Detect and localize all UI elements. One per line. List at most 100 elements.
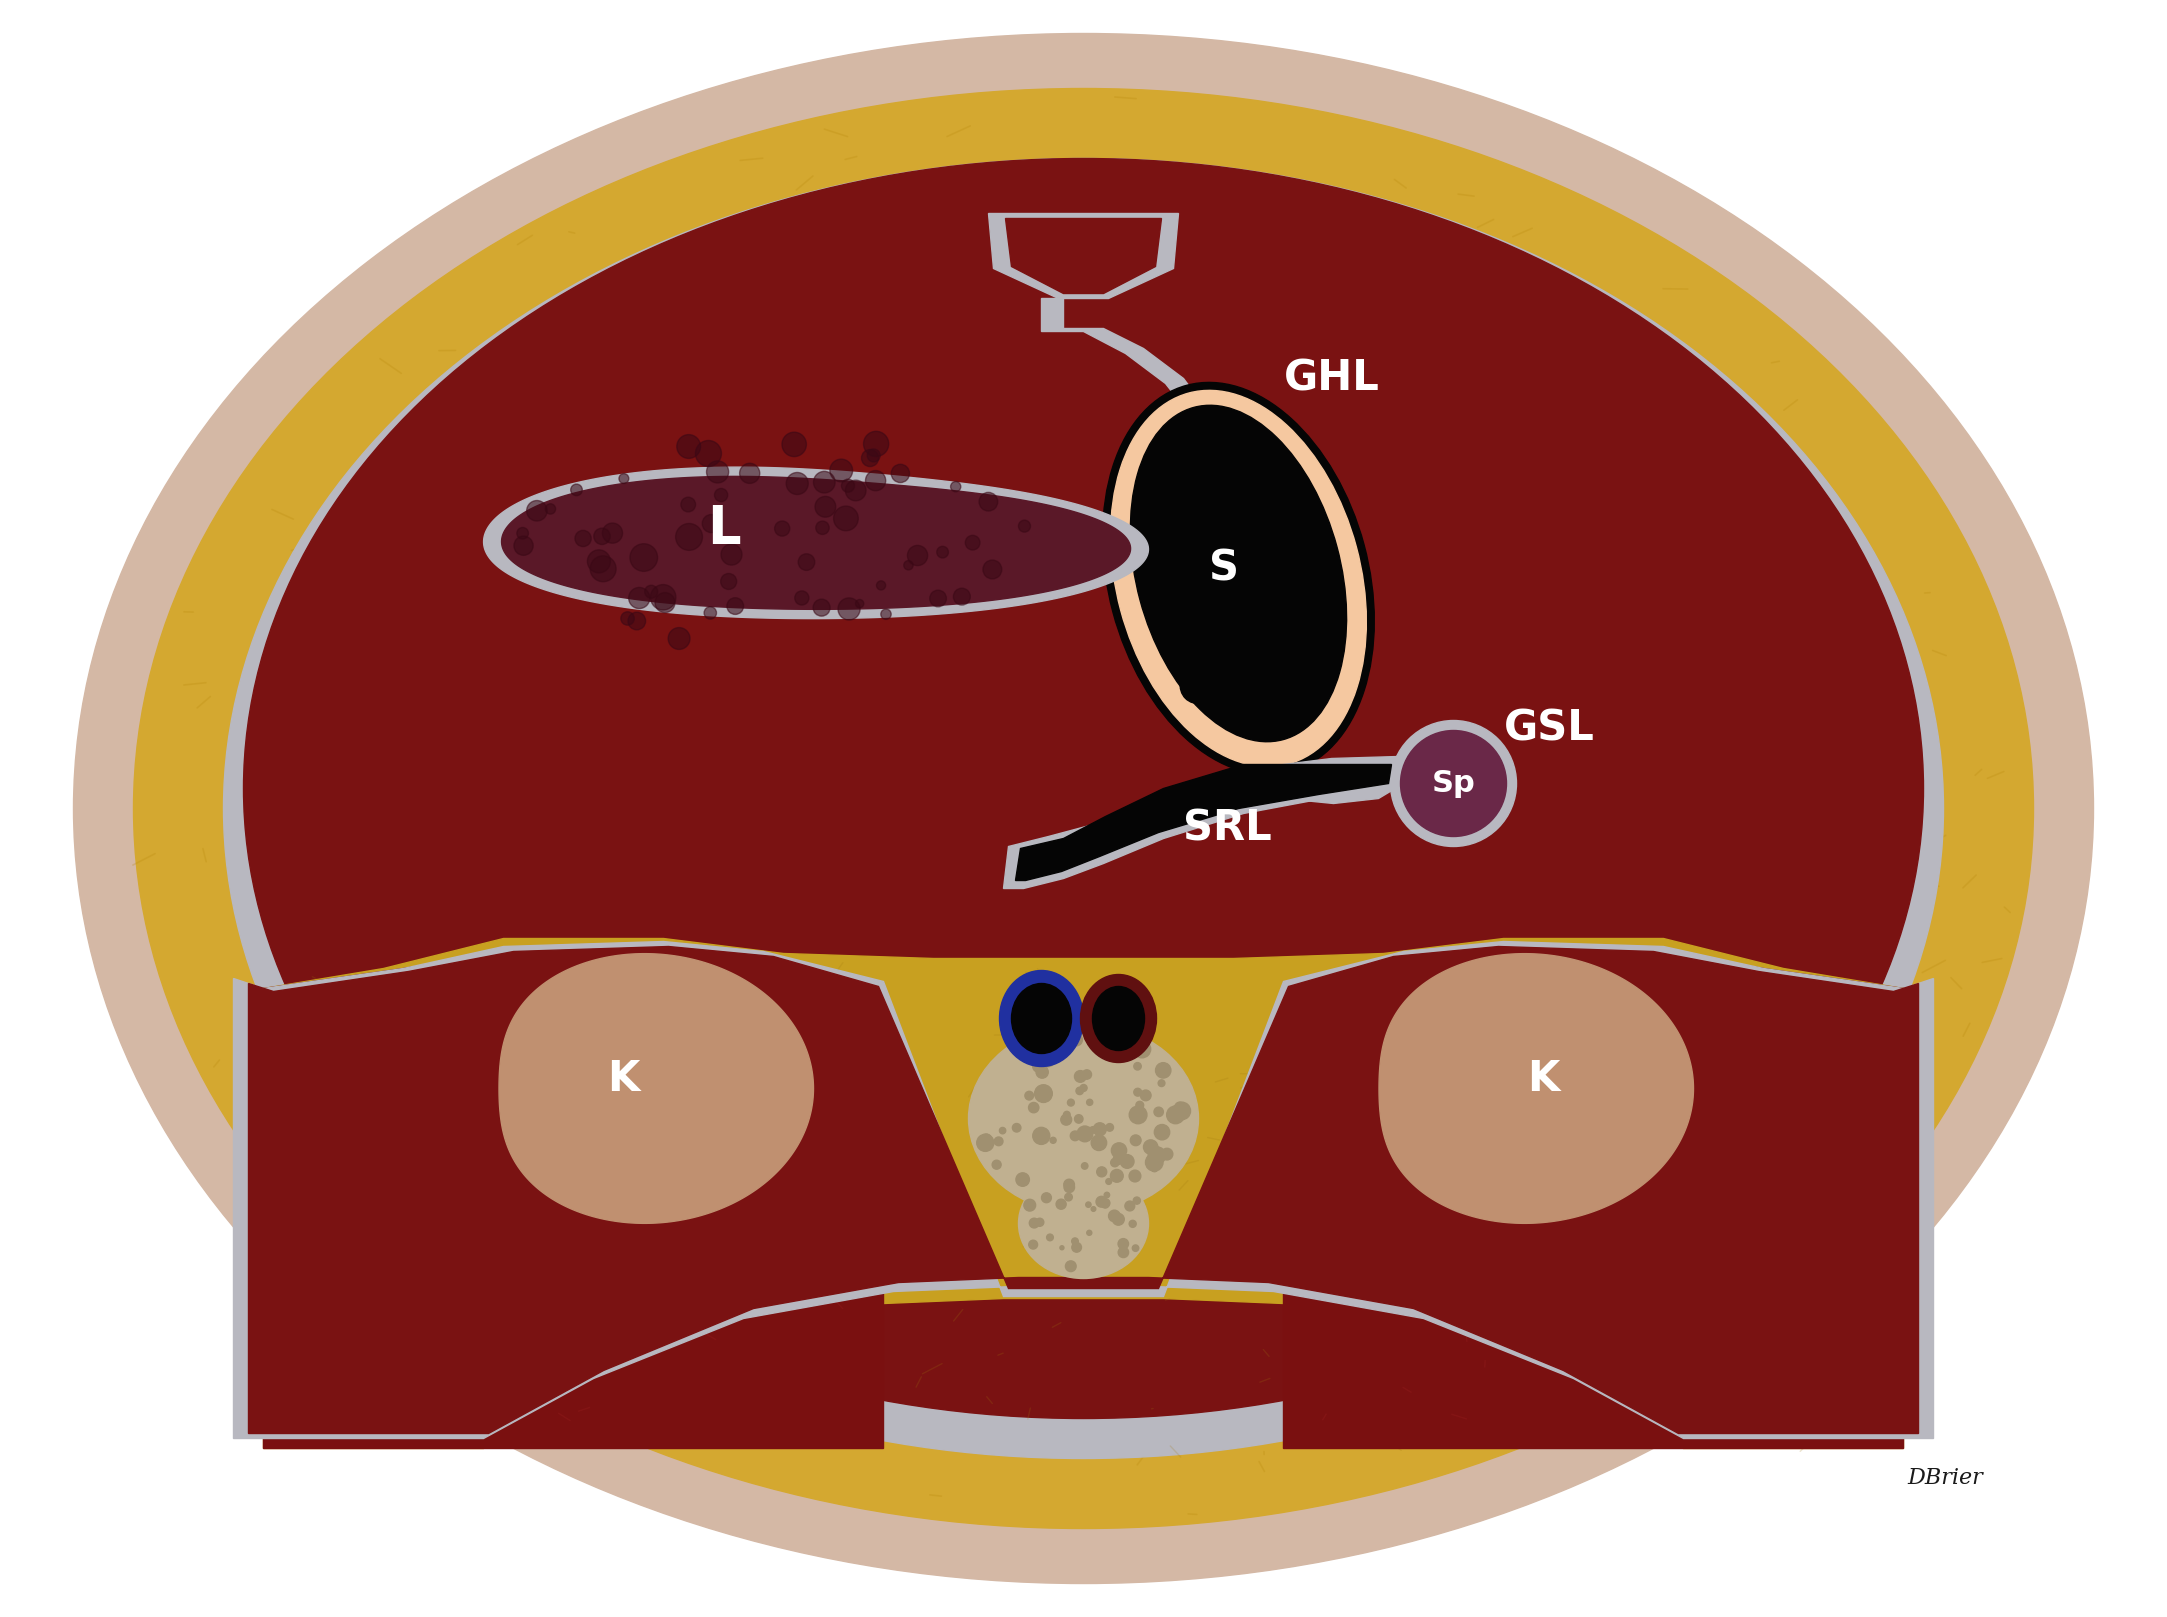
Circle shape bbox=[875, 581, 886, 590]
Ellipse shape bbox=[1131, 406, 1346, 742]
Circle shape bbox=[1136, 1101, 1144, 1109]
Polygon shape bbox=[264, 943, 884, 1449]
Circle shape bbox=[867, 450, 880, 462]
Circle shape bbox=[964, 535, 979, 550]
Circle shape bbox=[1064, 1193, 1073, 1201]
Circle shape bbox=[1166, 1106, 1185, 1124]
Text: SRL: SRL bbox=[1183, 807, 1272, 849]
Circle shape bbox=[1118, 1247, 1129, 1258]
Circle shape bbox=[1018, 521, 1031, 532]
Circle shape bbox=[1133, 1088, 1142, 1096]
Ellipse shape bbox=[1198, 438, 1244, 495]
Circle shape bbox=[1133, 1245, 1138, 1252]
Circle shape bbox=[862, 450, 878, 467]
Circle shape bbox=[514, 537, 533, 555]
Circle shape bbox=[546, 505, 555, 514]
Circle shape bbox=[1151, 1164, 1157, 1172]
Ellipse shape bbox=[999, 970, 1084, 1067]
Ellipse shape bbox=[1274, 527, 1331, 571]
Circle shape bbox=[953, 589, 971, 605]
Circle shape bbox=[813, 472, 834, 493]
Circle shape bbox=[880, 610, 891, 619]
Ellipse shape bbox=[969, 1024, 1198, 1213]
Circle shape bbox=[1086, 1100, 1092, 1106]
Circle shape bbox=[787, 472, 808, 495]
Circle shape bbox=[1034, 1061, 1044, 1072]
Circle shape bbox=[622, 611, 635, 626]
Circle shape bbox=[1125, 1201, 1136, 1211]
Circle shape bbox=[570, 483, 583, 496]
Ellipse shape bbox=[1112, 390, 1367, 766]
Polygon shape bbox=[1283, 943, 1903, 1449]
Circle shape bbox=[992, 1161, 1001, 1169]
Circle shape bbox=[1042, 1193, 1051, 1203]
Text: K: K bbox=[607, 1058, 639, 1100]
Circle shape bbox=[951, 482, 960, 492]
Circle shape bbox=[1081, 1070, 1092, 1079]
Circle shape bbox=[1070, 1130, 1079, 1140]
Ellipse shape bbox=[1233, 661, 1279, 718]
Circle shape bbox=[797, 553, 815, 571]
Circle shape bbox=[904, 561, 912, 569]
Circle shape bbox=[1133, 1040, 1151, 1058]
Circle shape bbox=[631, 543, 657, 571]
Text: S: S bbox=[1209, 548, 1240, 590]
Polygon shape bbox=[1003, 757, 1398, 888]
Circle shape bbox=[589, 556, 615, 582]
Circle shape bbox=[1062, 1114, 1073, 1125]
Ellipse shape bbox=[1181, 653, 1231, 703]
Circle shape bbox=[1129, 1106, 1146, 1124]
Circle shape bbox=[1146, 1153, 1164, 1171]
Circle shape bbox=[722, 543, 741, 564]
Circle shape bbox=[1112, 1143, 1127, 1158]
Circle shape bbox=[1064, 1182, 1075, 1193]
Circle shape bbox=[815, 496, 836, 517]
Circle shape bbox=[680, 496, 696, 513]
Circle shape bbox=[1090, 1127, 1097, 1134]
Circle shape bbox=[676, 435, 700, 458]
Circle shape bbox=[1129, 1221, 1136, 1227]
Circle shape bbox=[1400, 731, 1506, 836]
Circle shape bbox=[1070, 1033, 1084, 1046]
Circle shape bbox=[1131, 1135, 1142, 1146]
Circle shape bbox=[782, 432, 806, 456]
Circle shape bbox=[856, 600, 865, 608]
Circle shape bbox=[1105, 1179, 1112, 1184]
Circle shape bbox=[1034, 1085, 1053, 1103]
Circle shape bbox=[1068, 1100, 1075, 1106]
Circle shape bbox=[650, 585, 676, 610]
Circle shape bbox=[1073, 1242, 1081, 1252]
Circle shape bbox=[1079, 1085, 1088, 1091]
Circle shape bbox=[1023, 1200, 1036, 1211]
Circle shape bbox=[862, 432, 888, 456]
Circle shape bbox=[594, 529, 611, 545]
Ellipse shape bbox=[74, 34, 2093, 1583]
Circle shape bbox=[587, 550, 611, 572]
Ellipse shape bbox=[243, 158, 1924, 1418]
Circle shape bbox=[1029, 1240, 1038, 1248]
Polygon shape bbox=[1378, 954, 1692, 1224]
Circle shape bbox=[936, 547, 949, 558]
Ellipse shape bbox=[223, 158, 1944, 1459]
Circle shape bbox=[977, 1134, 995, 1151]
Circle shape bbox=[1064, 1111, 1070, 1117]
Circle shape bbox=[774, 521, 789, 537]
Circle shape bbox=[715, 488, 728, 501]
Text: K: K bbox=[1528, 1058, 1560, 1100]
Circle shape bbox=[527, 501, 546, 521]
Circle shape bbox=[1110, 1169, 1123, 1182]
Circle shape bbox=[1112, 1213, 1125, 1226]
Text: DBrier: DBrier bbox=[1907, 1467, 1983, 1489]
Circle shape bbox=[1092, 1206, 1097, 1211]
Ellipse shape bbox=[134, 89, 2033, 1528]
Circle shape bbox=[845, 480, 867, 501]
Circle shape bbox=[702, 514, 719, 532]
Circle shape bbox=[1140, 1090, 1151, 1101]
Circle shape bbox=[1025, 1091, 1034, 1100]
Circle shape bbox=[1086, 1201, 1090, 1208]
Circle shape bbox=[1040, 1053, 1055, 1067]
Circle shape bbox=[1170, 1109, 1179, 1117]
Circle shape bbox=[628, 587, 650, 608]
Circle shape bbox=[1012, 1124, 1021, 1132]
Ellipse shape bbox=[1081, 975, 1157, 1062]
